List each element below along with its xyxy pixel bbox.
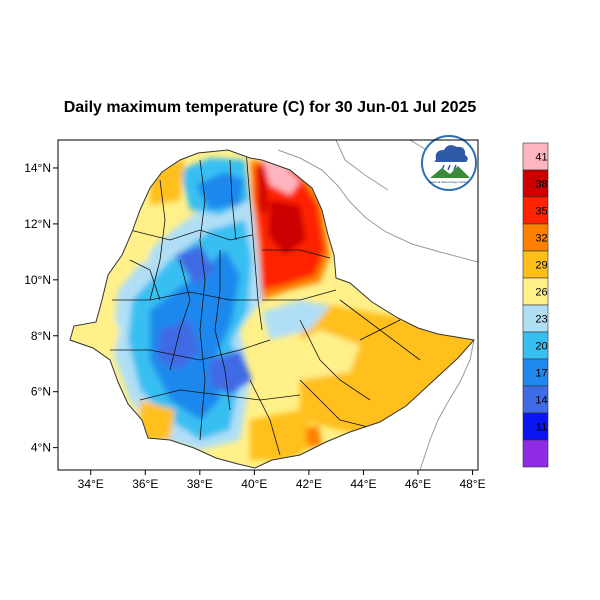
colorbar-level-label: 20 — [535, 341, 547, 353]
colorbar-swatch — [522, 196, 549, 225]
colorbar-level-label: 14 — [535, 395, 547, 407]
colorbar-level-label: 35 — [535, 206, 547, 218]
colorbar-level-label: 29 — [535, 260, 547, 272]
colorbar-swatch — [522, 412, 549, 441]
colorbar-legend: 41 38 35 32 29 26 23 20 17 14 11 — [522, 142, 549, 468]
map-title: Daily maximum temperature (C) for 30 Jun… — [64, 99, 477, 116]
colorbar-swatch — [522, 169, 549, 198]
y-tick-label: 12°N — [24, 217, 51, 231]
colorbar-level-label: 41 — [535, 152, 547, 164]
colorbar-swatch — [522, 304, 549, 333]
country-outline — [69, 149, 475, 469]
colorbar-level-label: 11 — [536, 422, 547, 434]
x-tick-label: 38°E — [187, 477, 213, 491]
x-tick-label: 42°E — [296, 477, 322, 491]
y-tick-label: 6°N — [31, 385, 51, 399]
x-axis: 34°E 36°E 38°E 40°E 42°E 44°E 46°E 48°E — [78, 470, 486, 491]
colorbar-swatch — [522, 385, 549, 414]
colorbar-swatch — [522, 331, 549, 360]
colorbar-level-label: 17 — [535, 368, 547, 380]
institute-logo: National Meteorology Institute — [421, 135, 477, 191]
y-tick-label: 8°N — [31, 329, 51, 343]
x-tick-label: 46°E — [405, 477, 431, 491]
x-tick-label: 36°E — [132, 477, 158, 491]
y-axis: 14°N 12°N 10°N 8°N 6°N 4°N — [24, 161, 58, 455]
admin-boundaries — [110, 150, 421, 456]
colorbar-level-label: 32 — [535, 233, 547, 245]
y-tick-label: 14°N — [24, 161, 51, 175]
y-tick-label: 10°N — [24, 273, 51, 287]
colorbar-swatch — [522, 439, 549, 468]
x-tick-label: 48°E — [459, 477, 485, 491]
colorbar-swatch — [522, 358, 549, 387]
colorbar-level-label: 38 — [535, 179, 547, 191]
y-tick-label: 4°N — [31, 441, 51, 455]
colorbar-level-label: 23 — [535, 314, 547, 326]
x-tick-label: 44°E — [350, 477, 376, 491]
logo-text: National Meteorology Institute — [429, 180, 469, 184]
x-tick-label: 34°E — [78, 477, 104, 491]
colorbar-level-label: 26 — [535, 287, 547, 299]
mountain-icon — [430, 166, 470, 178]
cloud-icon — [434, 145, 468, 162]
map-frame — [57, 139, 479, 471]
colorbar-swatch — [522, 142, 549, 171]
colorbar-swatch — [522, 277, 549, 306]
x-tick-label: 40°E — [241, 477, 267, 491]
